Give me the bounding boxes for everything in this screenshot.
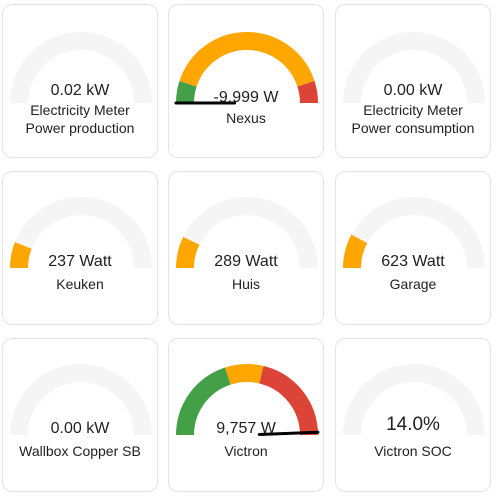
tile-name-line-1: Nexus: [226, 110, 266, 126]
gauge-value-arc: [176, 236, 200, 269]
tile-name-line-1: Huis: [231, 276, 260, 292]
tile-name-line-1: Electricity Meter: [363, 102, 463, 118]
tile-name-line-2: Power consumption: [351, 120, 475, 136]
gauge-track: [10, 364, 152, 436]
gauge: [343, 364, 485, 436]
tile-garage[interactable]: 623 Watt Garage: [335, 171, 491, 325]
gauge-track: [10, 32, 152, 104]
gauge-segment: [297, 81, 318, 104]
gauge: [10, 364, 152, 436]
gauge-track: [343, 32, 485, 104]
tile-electricity-meter-power-production[interactable]: 0.02 kW Electricity Meter Power producti…: [2, 4, 158, 158]
gauge: [343, 197, 485, 269]
tile-value: 0.02 kW: [50, 82, 110, 99]
tile-victron-soc[interactable]: 14.0% Victron SOC: [335, 338, 491, 492]
gauge-track: [10, 197, 152, 269]
tile-nexus[interactable]: -9,999 W Nexus: [168, 4, 324, 158]
tile-name-line-1: Keuken: [56, 276, 104, 292]
tile-value: 623 Watt: [381, 253, 445, 270]
gauge: [176, 197, 318, 269]
tile-name-line-1: Garage: [389, 276, 437, 292]
tile-name-line-2: Power production: [25, 120, 135, 136]
tile-value: 14.0%: [386, 414, 440, 435]
tile-keuken[interactable]: 237 Watt Keuken: [2, 171, 158, 325]
tile-value: -9,999 W: [213, 89, 279, 106]
gauge: [10, 32, 152, 104]
gauge-segment: [176, 367, 231, 436]
tile-name-line-1: Wallbox Copper SB: [19, 443, 141, 459]
gauge-segment: [225, 364, 264, 385]
gauge-segment: [179, 32, 315, 87]
tile-value: 0.00 kW: [383, 82, 443, 99]
tile-huis[interactable]: 289 Watt Huis: [168, 171, 324, 325]
gauge: [174, 32, 318, 105]
tile-electricity-meter-power-consumption[interactable]: 0.00 kW Electricity Meter Power consumpt…: [335, 4, 491, 158]
tile-value: 9,757 W: [216, 420, 276, 437]
gauge: [176, 364, 320, 437]
tile-victron[interactable]: 9,757 W Victron: [168, 338, 324, 492]
tile-wallbox-copper-sb[interactable]: 0.00 kW Wallbox Copper SB: [2, 338, 158, 492]
gauge-segment: [259, 365, 318, 436]
gauge-value-arc: [343, 234, 368, 269]
gauge-value-arc: [10, 242, 32, 269]
tile-value: 0.00 kW: [50, 420, 110, 437]
gauge-needle: [257, 430, 320, 437]
tile-name-line-1: Electricity Meter: [30, 102, 130, 118]
gauge-track: [343, 364, 485, 436]
tile-name-line-1: Victron SOC: [374, 443, 452, 459]
tile-value: 289 Watt: [214, 253, 278, 270]
gauge: [343, 32, 485, 104]
tile-name-line-1: Victron: [224, 443, 268, 459]
gauge: [10, 197, 152, 269]
tile-value: 237 Watt: [48, 253, 112, 270]
